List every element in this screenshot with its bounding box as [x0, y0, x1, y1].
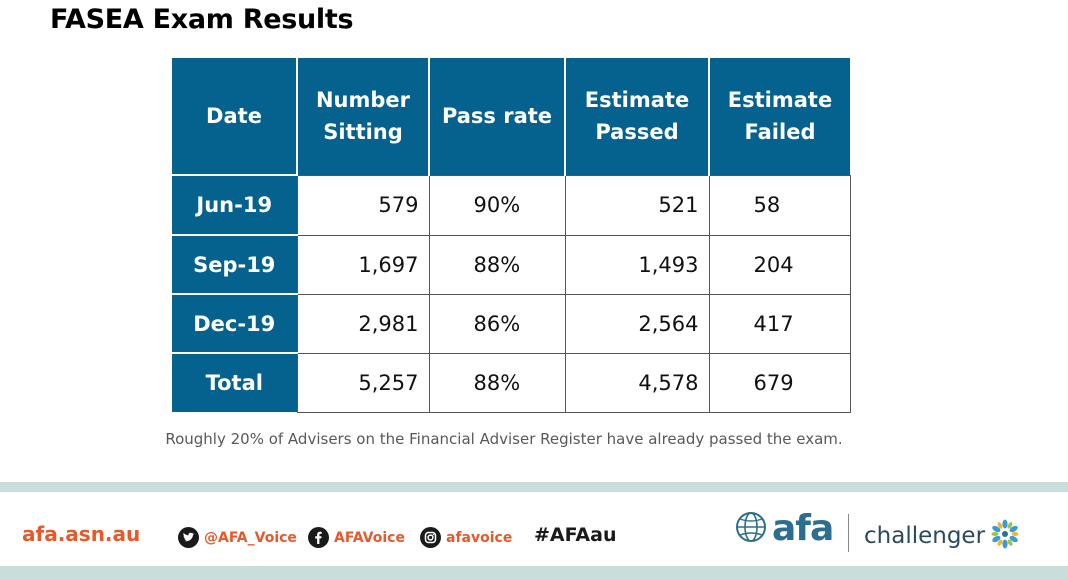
challenger-logo: challenger	[864, 518, 1021, 554]
cell-pass-rate: 88%	[428, 352, 566, 413]
footer: afa.asn.au @AFA_Voice AFAVoice afavoice …	[0, 492, 1068, 566]
instagram-label: afavoice	[446, 529, 513, 546]
logo-divider	[848, 514, 849, 552]
cell-number-sitting: 5,257	[296, 352, 430, 413]
footer-band-top	[0, 482, 1068, 492]
challenger-logo-text: challenger	[864, 523, 986, 549]
instagram-handle[interactable]: afavoice	[420, 527, 512, 548]
cell-estimate-passed: 4,578	[564, 352, 710, 413]
cell-pass-rate: 88%	[428, 234, 566, 295]
cell-estimate-failed: 58	[708, 174, 851, 236]
row-date: Total	[172, 352, 297, 412]
row-date: Sep-19	[172, 234, 297, 294]
cell-number-sitting: 579	[296, 174, 430, 236]
cell-number-sitting: 2,981	[296, 293, 430, 354]
twitter-icon	[178, 527, 199, 548]
cell-estimate-failed: 679	[708, 352, 851, 413]
cell-pass-rate: 90%	[428, 174, 566, 236]
table-header-row: Date Number Sitting Pass rate Estimate Pas…	[172, 58, 850, 175]
cell-pass-rate: 86%	[428, 293, 566, 354]
table-row-total: Total 5,257 88% 4,578 679	[172, 352, 851, 413]
cell-number-sitting: 1,697	[296, 234, 430, 295]
row-date: Jun-19	[172, 174, 297, 235]
header-pass-rate: Pass rate	[429, 58, 566, 175]
globe-icon	[734, 510, 768, 548]
hashtag: #AFAau	[534, 524, 617, 546]
footer-band-bottom	[0, 566, 1068, 580]
table-row: Jun-19 579 90% 521 58	[172, 174, 851, 236]
cell-estimate-failed: 417	[708, 293, 851, 354]
header-estimate-failed: Estimate Failed	[709, 58, 850, 175]
twitter-handle[interactable]: @AFA_Voice	[178, 527, 297, 548]
website-link[interactable]: afa.asn.au	[22, 522, 141, 546]
header-number-sitting: Number Sitting	[297, 58, 430, 175]
row-date: Dec-19	[172, 293, 297, 353]
header-date: Date	[172, 58, 298, 175]
facebook-label: AFAVoice	[334, 529, 405, 546]
facebook-handle[interactable]: AFAVoice	[308, 527, 405, 548]
cell-estimate-passed: 1,493	[564, 234, 710, 295]
afa-logo-text: afa	[772, 508, 834, 549]
twitter-label: @AFA_Voice	[204, 529, 297, 546]
instagram-icon	[420, 527, 441, 548]
cell-estimate-failed: 204	[708, 234, 851, 295]
challenger-star-icon	[989, 518, 1021, 554]
page-title: FASEA Exam Results	[50, 4, 354, 35]
cell-estimate-passed: 521	[564, 174, 710, 236]
footnote: Roughly 20% of Advisers on the Financial…	[165, 430, 843, 448]
table-row: Sep-19 1,697 88% 1,493 204	[172, 234, 851, 295]
exam-results-table: Date Number Sitting Pass rate Estimate Pas…	[172, 58, 851, 413]
table-row: Dec-19 2,981 86% 2,564 417	[172, 293, 851, 354]
facebook-icon	[308, 527, 329, 548]
afa-logo: afa	[734, 508, 834, 549]
cell-estimate-passed: 2,564	[564, 293, 710, 354]
header-estimate-passed: Estimate Passed	[565, 58, 710, 175]
